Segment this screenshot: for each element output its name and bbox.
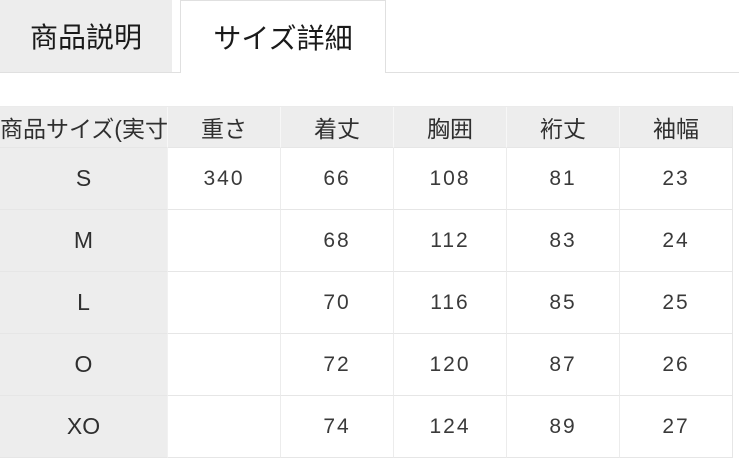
tab-bar: 商品説明 サイズ詳細 — [0, 0, 739, 73]
size-value-cell: 87 — [507, 334, 620, 396]
header-cell-size: 商品サイズ(実寸) — [0, 107, 168, 148]
size-value-cell: 112 — [394, 210, 507, 272]
size-value-cell: 120 — [394, 334, 507, 396]
header-row: 商品サイズ(実寸) 重さ 着丈 胸囲 裄丈 袖幅 — [0, 107, 733, 148]
size-value-cell: 74 — [281, 396, 394, 458]
size-value-cell: 81 — [507, 148, 620, 210]
tab-size-details[interactable]: サイズ詳細 — [180, 0, 386, 73]
size-value-cell: 23 — [620, 148, 733, 210]
size-value-cell: 66 — [281, 148, 394, 210]
size-value-cell: 68 — [281, 210, 394, 272]
size-value-cell: 27 — [620, 396, 733, 458]
row-size-label: XO — [0, 396, 168, 458]
size-value-cell: 85 — [507, 272, 620, 334]
size-value-cell: 70 — [281, 272, 394, 334]
size-value-cell — [168, 272, 281, 334]
row-size-label: O — [0, 334, 168, 396]
tab-size-details-label: サイズ詳細 — [213, 23, 353, 54]
size-value-cell: 72 — [281, 334, 394, 396]
size-value-cell: 26 — [620, 334, 733, 396]
header-cell-sleeve-width: 袖幅 — [620, 107, 733, 148]
size-table-header: 商品サイズ(実寸) 重さ 着丈 胸囲 裄丈 袖幅 — [0, 107, 733, 148]
header-cell-weight: 重さ — [168, 107, 281, 148]
content-gap — [0, 73, 739, 106]
size-value-cell — [168, 334, 281, 396]
table-row: S 340 66 108 81 23 — [0, 148, 733, 210]
table-row: XO 74 124 89 27 — [0, 396, 733, 458]
size-table: 商品サイズ(実寸) 重さ 着丈 胸囲 裄丈 袖幅 S 340 66 108 81 23 M 6… — [0, 106, 733, 458]
size-value-cell — [168, 396, 281, 458]
size-value-cell — [168, 210, 281, 272]
header-cell-chest: 胸囲 — [394, 107, 507, 148]
header-cell-sleeve-length: 裄丈 — [507, 107, 620, 148]
table-row: M 68 112 83 24 — [0, 210, 733, 272]
row-size-label: L — [0, 272, 168, 334]
size-value-cell: 89 — [507, 396, 620, 458]
size-value-cell: 83 — [507, 210, 620, 272]
size-value-cell: 124 — [394, 396, 507, 458]
tab-product-description-label: 商品説明 — [29, 22, 142, 53]
size-value-cell: 25 — [620, 272, 733, 334]
table-row: L 70 116 85 25 — [0, 272, 733, 334]
size-table-body: S 340 66 108 81 23 M 68 112 83 24 L 70 116 85 25 O 72 120 8… — [0, 148, 733, 458]
header-cell-length: 着丈 — [281, 107, 394, 148]
size-value-cell: 108 — [394, 148, 507, 210]
size-value-cell: 24 — [620, 210, 733, 272]
table-row: O 72 120 87 26 — [0, 334, 733, 396]
size-value-cell: 116 — [394, 272, 507, 334]
tab-divider — [172, 0, 180, 72]
tab-product-description[interactable]: 商品説明 — [0, 0, 172, 72]
size-value-cell: 340 — [168, 148, 281, 210]
row-size-label: M — [0, 210, 168, 272]
row-size-label: S — [0, 148, 168, 210]
